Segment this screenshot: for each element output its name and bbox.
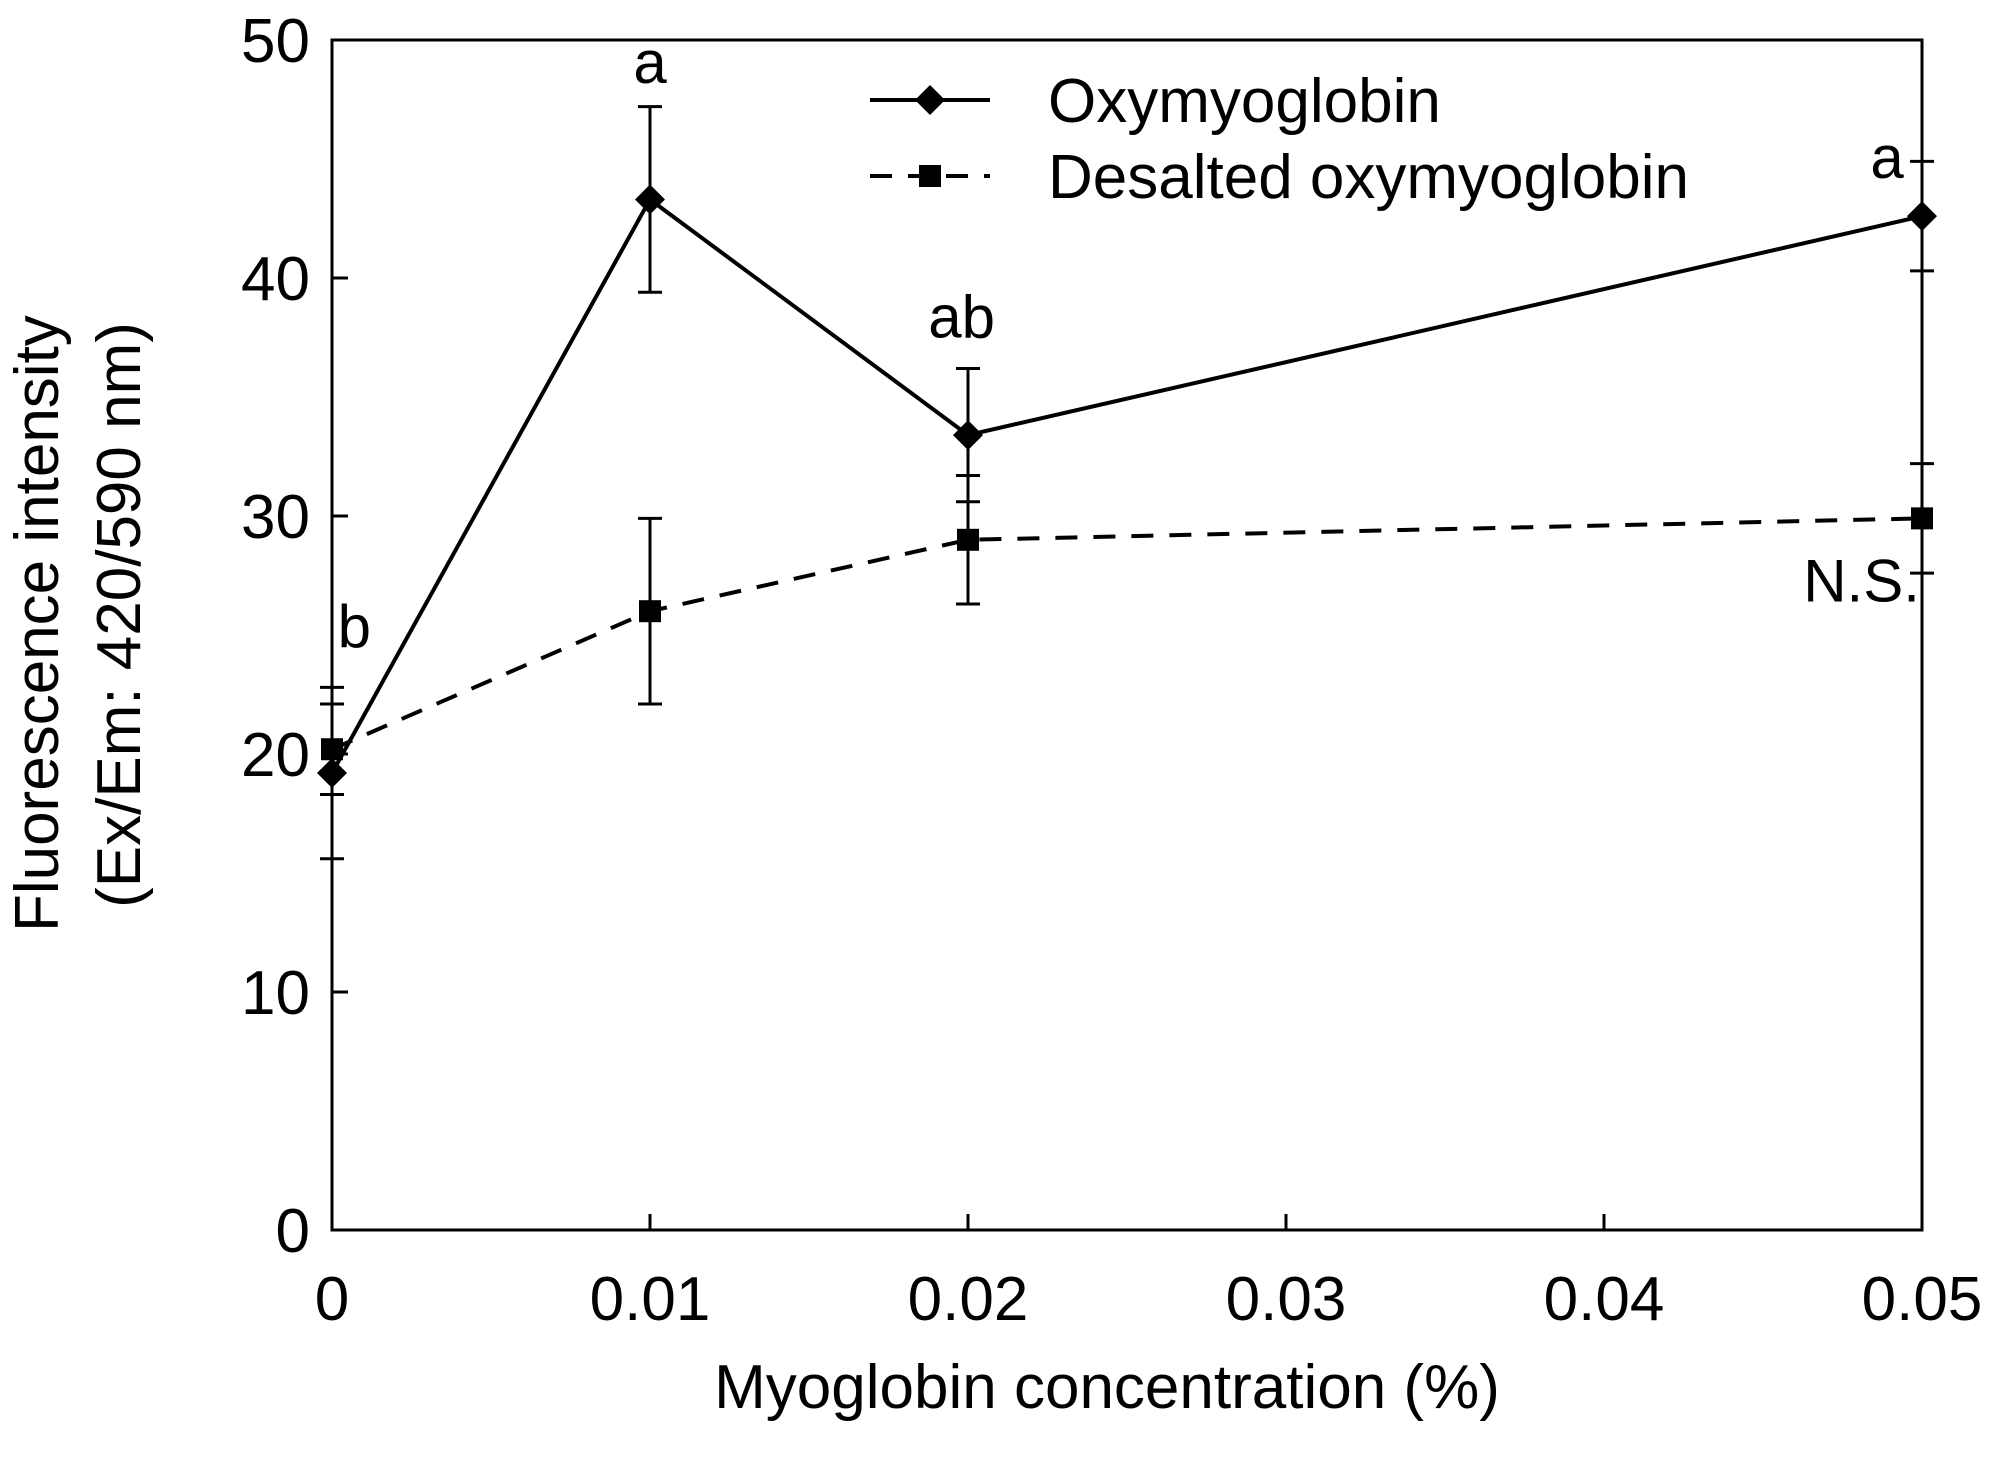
y-tick-label: 0 xyxy=(276,1197,310,1266)
plot-frame xyxy=(330,38,1924,1232)
legend-label: Desalted oxymyoglobin xyxy=(1048,143,1689,212)
legend-entry-1: Oxymyoglobin xyxy=(870,67,1441,136)
significance-label: ab xyxy=(928,284,995,351)
significance-label: b xyxy=(338,593,371,660)
y-tick-label: 40 xyxy=(241,245,310,314)
x-tick-label: 0 xyxy=(315,1265,349,1334)
legend: Oxymyoglobin Desalted oxymyoglobin xyxy=(870,67,1689,212)
x-tick-label: 0.01 xyxy=(590,1265,711,1334)
series-2 xyxy=(320,462,1934,796)
data-point xyxy=(957,528,979,551)
y-axis-title-line-1: Fluorescence intensity xyxy=(3,315,72,932)
y-axis: 0 10 20 30 40 50 xyxy=(241,7,348,1266)
data-point xyxy=(953,420,983,451)
y-tick-label: 10 xyxy=(241,959,310,1028)
y-axis-title-line-2: (Ex/Em: 420/590 nm) xyxy=(85,322,154,908)
annotation-layer: b a ab a N.S. xyxy=(338,29,1920,660)
y-axis-title: Fluorescence intensity (Ex/Em: 420/590 n… xyxy=(3,298,154,932)
y-tick-label: 20 xyxy=(241,721,310,790)
x-axis: 0 0.01 0.02 0.03 0.04 0.05 xyxy=(315,1214,1983,1334)
data-point xyxy=(919,165,941,187)
significance-label: a xyxy=(1870,124,1904,191)
data-point xyxy=(1911,507,1933,530)
data-point xyxy=(321,738,343,761)
plot-border xyxy=(330,38,1924,1232)
series-line xyxy=(330,196,1923,775)
data-point xyxy=(635,184,665,215)
y-tick-label: 30 xyxy=(241,483,310,552)
x-tick-label: 0.05 xyxy=(1862,1265,1983,1334)
data-point xyxy=(915,85,945,115)
significance-label: N.S. xyxy=(1803,548,1920,615)
data-point xyxy=(1907,201,1937,232)
data-point xyxy=(639,600,661,623)
series-layer xyxy=(317,105,1937,861)
y-tick-label: 50 xyxy=(241,7,310,76)
x-tick-label: 0.04 xyxy=(1544,1265,1665,1334)
significance-label: a xyxy=(633,29,667,96)
series-line xyxy=(331,516,1923,752)
series-1 xyxy=(317,105,1937,861)
x-tick-label: 0.02 xyxy=(908,1265,1029,1334)
legend-label: Oxymyoglobin xyxy=(1048,67,1441,136)
legend-entry-2: Desalted oxymyoglobin xyxy=(870,143,1689,212)
x-tick-label: 0.03 xyxy=(1226,1265,1347,1334)
x-axis-title: Myoglobin concentration (%) xyxy=(714,1353,1500,1422)
